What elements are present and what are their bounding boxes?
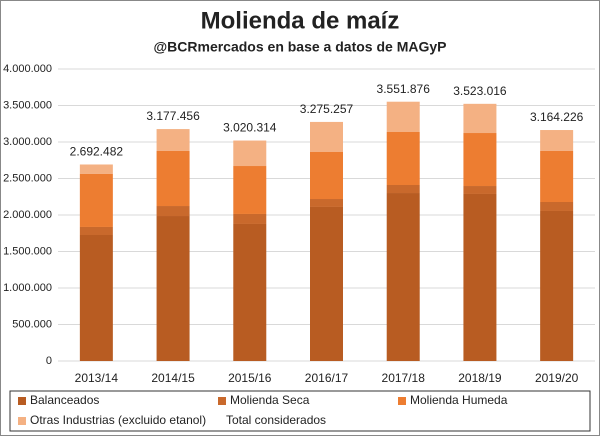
bar-segment xyxy=(540,202,574,211)
bar-segment xyxy=(233,223,267,361)
x-tick-label: 2015/16 xyxy=(228,371,272,385)
bar-segment xyxy=(310,206,343,361)
legend-label: Otras Industrias (excluido etanol) xyxy=(30,413,206,427)
bar-segment xyxy=(310,152,343,200)
bar-segment xyxy=(156,206,190,217)
y-tick-label: 3.500.000 xyxy=(3,99,52,111)
chart-subtitle: @BCRmercados en base a datos de MAGyP xyxy=(154,39,447,55)
bar-segment xyxy=(156,129,190,151)
bar-segment xyxy=(156,216,190,361)
bar-segment xyxy=(540,150,574,203)
legend-swatch xyxy=(18,397,26,405)
legend-swatch xyxy=(18,417,26,425)
y-tick-label: 500.000 xyxy=(12,318,52,330)
legend-box xyxy=(9,390,591,432)
total-label: 2.692.482 xyxy=(70,145,124,159)
total-label: 3.020.314 xyxy=(223,121,277,135)
bar-segment xyxy=(463,186,497,194)
x-tick-label: 2018/19 xyxy=(458,371,502,385)
bar-segment xyxy=(79,173,113,227)
bar-segment xyxy=(233,166,267,214)
bar-segment xyxy=(386,131,420,185)
bar-segment xyxy=(463,103,497,134)
legend-label: Balanceados xyxy=(30,393,99,407)
bar-segment xyxy=(386,101,420,132)
total-label: 3.177.456 xyxy=(146,109,200,123)
y-tick-label: 0 xyxy=(46,355,52,367)
bar-segment xyxy=(463,133,497,187)
legend-swatch xyxy=(398,397,406,405)
x-tick-label: 2013/14 xyxy=(75,371,119,385)
total-label: 3.164.226 xyxy=(530,110,584,124)
legend-label: Molienda Humeda xyxy=(410,393,508,407)
chart-title: Molienda de maíz xyxy=(201,7,400,34)
legend-label: Molienda Seca xyxy=(230,393,310,407)
bar-segment xyxy=(540,130,574,151)
x-tick-label: 2014/15 xyxy=(151,371,195,385)
bar-segment xyxy=(233,213,267,224)
bar-segment xyxy=(540,210,574,361)
total-label: 3.551.876 xyxy=(377,82,431,96)
y-tick-label: 2.000.000 xyxy=(3,209,52,221)
total-label: 3.275.257 xyxy=(300,102,354,116)
legend-label: Total considerados xyxy=(226,413,326,427)
legend-swatch xyxy=(218,397,226,405)
bar-segment xyxy=(386,193,420,361)
bar-segment xyxy=(310,199,343,207)
y-tick-label: 1.000.000 xyxy=(3,282,52,294)
y-tick-label: 4.000.000 xyxy=(3,63,52,75)
x-tick-label: 2016/17 xyxy=(305,371,349,385)
bar-segment xyxy=(79,164,113,174)
y-tick-label: 3.000.000 xyxy=(3,136,52,148)
bar-segment xyxy=(463,193,497,361)
y-tick-label: 2.500.000 xyxy=(3,172,52,184)
bar-segment xyxy=(156,150,190,207)
bar-segment xyxy=(79,226,113,236)
bar-segment xyxy=(310,121,343,153)
x-tick-label: 2017/18 xyxy=(382,371,426,385)
y-tick-label: 1.500.000 xyxy=(3,245,52,257)
total-label: 3.523.016 xyxy=(453,84,507,98)
bar-segment xyxy=(233,140,267,167)
bar-segment xyxy=(79,235,113,361)
x-tick-label: 2019/20 xyxy=(535,371,579,385)
bar-segment xyxy=(386,184,420,194)
